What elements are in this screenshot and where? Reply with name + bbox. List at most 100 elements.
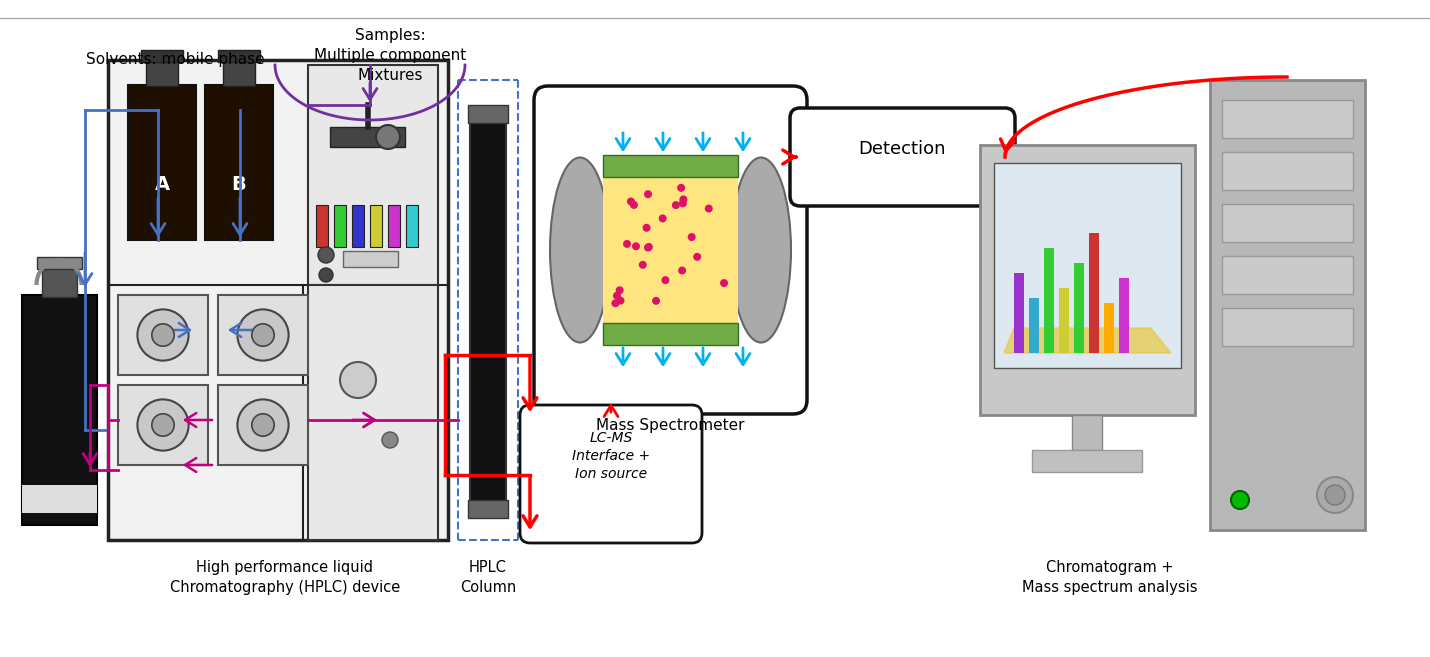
Circle shape	[152, 324, 174, 346]
Circle shape	[382, 432, 398, 448]
Circle shape	[642, 224, 651, 232]
Text: Chromatogram +
Mass spectrum analysis: Chromatogram + Mass spectrum analysis	[1022, 560, 1198, 595]
Circle shape	[137, 309, 189, 361]
Circle shape	[252, 324, 275, 346]
Bar	[1074, 263, 1084, 353]
Bar	[37, 257, 82, 269]
Circle shape	[1317, 477, 1353, 513]
Circle shape	[237, 309, 289, 361]
Bar	[1120, 278, 1130, 353]
Circle shape	[721, 279, 728, 287]
Circle shape	[688, 233, 695, 241]
Circle shape	[679, 195, 688, 204]
Bar	[335, 205, 346, 247]
Ellipse shape	[551, 158, 611, 342]
FancyBboxPatch shape	[533, 86, 807, 414]
Text: Samples:
Multiple component
Mixtures: Samples: Multiple component Mixtures	[313, 28, 466, 83]
Text: A: A	[154, 175, 170, 194]
Bar	[21, 485, 97, 513]
Bar	[330, 127, 405, 147]
Bar	[388, 205, 400, 247]
Circle shape	[252, 414, 275, 436]
Bar	[1090, 233, 1100, 353]
Text: High performance liquid
Chromatography (HPLC) device: High performance liquid Chromatography (…	[170, 560, 400, 595]
Bar	[1104, 303, 1114, 353]
FancyBboxPatch shape	[521, 405, 702, 543]
Bar	[217, 50, 260, 62]
Circle shape	[705, 204, 712, 213]
Circle shape	[659, 214, 666, 223]
Bar	[468, 500, 508, 518]
Bar	[146, 60, 177, 86]
Text: Solvents: mobile phase: Solvents: mobile phase	[86, 52, 265, 67]
Text: HPLC
Column: HPLC Column	[460, 560, 516, 595]
Circle shape	[340, 362, 376, 398]
Bar	[603, 323, 738, 345]
Ellipse shape	[731, 158, 791, 342]
Bar	[603, 160, 738, 340]
Circle shape	[644, 191, 652, 198]
Text: LC-MS
Interface +
Ion source: LC-MS Interface + Ion source	[572, 430, 651, 482]
Bar	[1044, 248, 1054, 353]
Bar	[1060, 288, 1070, 353]
Circle shape	[694, 253, 701, 261]
Bar	[109, 60, 448, 540]
Circle shape	[137, 399, 189, 451]
Bar	[1014, 273, 1024, 353]
Bar	[217, 295, 307, 375]
Circle shape	[639, 261, 646, 269]
Bar	[223, 60, 255, 86]
Bar	[21, 295, 97, 525]
Circle shape	[612, 299, 619, 307]
Bar	[470, 120, 506, 505]
Bar	[1032, 450, 1143, 472]
Bar	[1223, 152, 1353, 190]
Circle shape	[679, 199, 686, 208]
Bar	[307, 285, 438, 540]
Circle shape	[616, 286, 623, 294]
Circle shape	[626, 198, 635, 206]
Circle shape	[623, 240, 631, 248]
FancyBboxPatch shape	[789, 108, 1015, 206]
Bar	[119, 385, 207, 465]
Bar	[1223, 256, 1353, 294]
Circle shape	[662, 276, 669, 284]
Circle shape	[632, 242, 641, 250]
Circle shape	[613, 292, 621, 300]
Text: Detection: Detection	[858, 140, 945, 158]
Circle shape	[317, 247, 335, 263]
Bar	[406, 205, 418, 247]
Bar	[1223, 100, 1353, 138]
Bar	[352, 205, 365, 247]
Circle shape	[629, 201, 638, 209]
Bar	[1223, 308, 1353, 346]
Circle shape	[652, 297, 661, 305]
Bar	[980, 145, 1195, 415]
Bar	[142, 50, 183, 62]
Circle shape	[1231, 491, 1248, 509]
Circle shape	[678, 184, 685, 192]
Circle shape	[672, 201, 679, 209]
Bar	[468, 105, 508, 123]
Bar	[217, 385, 307, 465]
Bar	[307, 65, 438, 285]
Circle shape	[678, 267, 686, 275]
Circle shape	[376, 125, 400, 149]
Bar	[119, 295, 207, 375]
Circle shape	[152, 414, 174, 436]
Bar	[994, 163, 1181, 368]
Bar	[343, 251, 398, 267]
Bar	[1210, 80, 1366, 530]
Bar	[41, 267, 77, 297]
Bar	[204, 85, 273, 240]
Circle shape	[645, 243, 654, 251]
Circle shape	[1326, 485, 1346, 505]
Bar	[603, 155, 738, 177]
Bar	[1223, 204, 1353, 242]
Text: B: B	[232, 175, 246, 194]
Bar	[1030, 298, 1040, 353]
Circle shape	[237, 399, 289, 451]
Polygon shape	[1004, 328, 1171, 353]
Circle shape	[319, 268, 333, 282]
Bar	[129, 85, 196, 240]
